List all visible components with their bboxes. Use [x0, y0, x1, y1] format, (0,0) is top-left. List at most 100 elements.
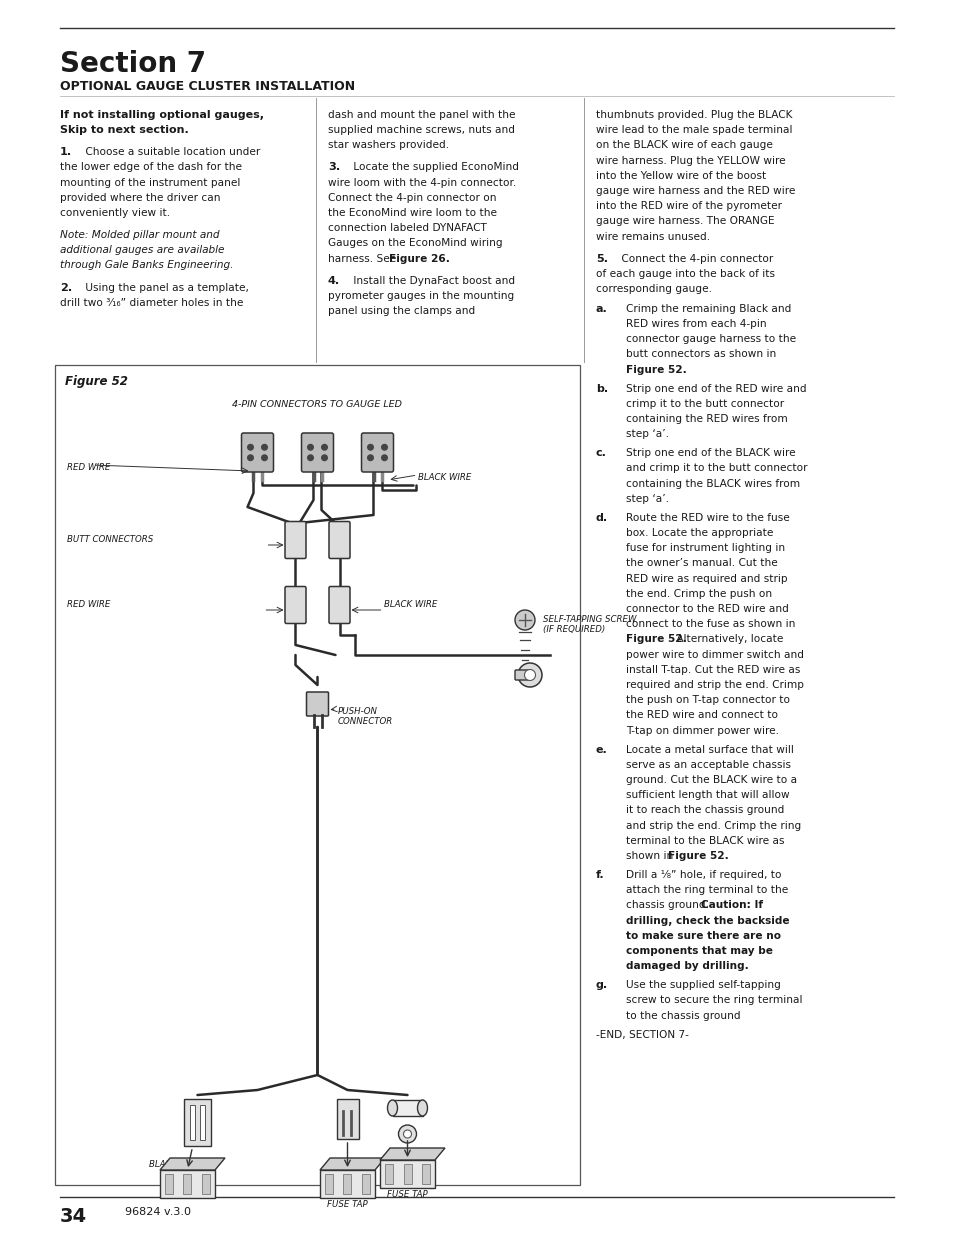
Text: gauge wire harness. The ORANGE: gauge wire harness. The ORANGE [596, 216, 774, 226]
Text: 4.: 4. [328, 275, 340, 285]
Text: the lower edge of the dash for the: the lower edge of the dash for the [60, 163, 242, 173]
Circle shape [321, 454, 327, 461]
Text: additional gauges are available: additional gauges are available [60, 246, 224, 256]
Text: SELF-TAPPING SCREW
(IF REQUIRED): SELF-TAPPING SCREW (IF REQUIRED) [542, 615, 636, 635]
Text: and strip the end. Crimp the ring: and strip the end. Crimp the ring [625, 820, 801, 831]
Text: 5.: 5. [596, 253, 607, 263]
Text: terminal to the BLACK wire as: terminal to the BLACK wire as [625, 836, 783, 846]
Circle shape [367, 445, 373, 450]
Text: butt connectors as shown in: butt connectors as shown in [625, 350, 776, 359]
Bar [343, 1174, 351, 1194]
Bar [325, 1174, 333, 1194]
Text: into the RED wire of the pyrometer: into the RED wire of the pyrometer [596, 201, 781, 211]
Text: b.: b. [596, 384, 607, 394]
Text: Choose a suitable location under: Choose a suitable location under [82, 147, 260, 157]
Text: into the Yellow wire of the boost: into the Yellow wire of the boost [596, 170, 765, 180]
Text: RED wires from each 4-pin: RED wires from each 4-pin [625, 319, 766, 329]
Text: corresponding gauge.: corresponding gauge. [596, 284, 711, 294]
Text: the push on T-tap connector to: the push on T-tap connector to [625, 695, 789, 705]
Text: it to reach the chassis ground: it to reach the chassis ground [625, 805, 783, 815]
Bar [319, 1170, 375, 1198]
FancyBboxPatch shape [306, 692, 328, 716]
Text: Drill a ¹⁄₈” hole, if required, to: Drill a ¹⁄₈” hole, if required, to [625, 869, 781, 881]
FancyBboxPatch shape [241, 433, 274, 472]
Text: to make sure there are no: to make sure there are no [625, 931, 781, 941]
Text: g.: g. [596, 981, 607, 990]
Text: Connect the 4-pin connector: Connect the 4-pin connector [618, 253, 773, 263]
FancyBboxPatch shape [329, 521, 350, 558]
Bar [361, 1174, 370, 1194]
FancyBboxPatch shape [336, 1099, 358, 1139]
FancyBboxPatch shape [361, 433, 393, 472]
Text: drill two ³⁄₁₆” diameter holes in the: drill two ³⁄₁₆” diameter holes in the [60, 298, 243, 308]
Text: install T-tap. Cut the RED wire as: install T-tap. Cut the RED wire as [625, 664, 800, 674]
Text: Section 7: Section 7 [60, 49, 206, 78]
Text: Figure 52.: Figure 52. [668, 851, 728, 861]
Text: step ‘a’.: step ‘a’. [625, 430, 668, 440]
Text: sufficient length that will allow: sufficient length that will allow [625, 790, 789, 800]
Text: Figure 52: Figure 52 [65, 375, 128, 388]
Text: BLACK WIRE: BLACK WIRE [384, 600, 437, 609]
Bar [55, 366, 579, 1186]
FancyBboxPatch shape [285, 587, 306, 624]
Text: MINI-BLADE
FUSE TAP: MINI-BLADE FUSE TAP [322, 1191, 373, 1209]
Circle shape [367, 454, 373, 461]
Circle shape [261, 454, 267, 461]
Circle shape [321, 445, 327, 450]
Text: screw to secure the ring terminal: screw to secure the ring terminal [625, 995, 801, 1005]
Text: ground. Cut the BLACK wire to a: ground. Cut the BLACK wire to a [625, 776, 797, 785]
Text: 34: 34 [60, 1207, 87, 1226]
Bar [392, 1100, 422, 1116]
Text: crimp it to the butt connector: crimp it to the butt connector [625, 399, 783, 409]
Circle shape [248, 445, 253, 450]
Text: 3.: 3. [328, 163, 340, 173]
Bar [379, 1160, 435, 1188]
Bar [200, 1105, 205, 1140]
Text: Install the DynaFact boost and: Install the DynaFact boost and [350, 275, 515, 285]
Text: Strip one end of the RED wire and: Strip one end of the RED wire and [625, 384, 806, 394]
Text: connect to the fuse as shown in: connect to the fuse as shown in [625, 619, 795, 629]
FancyBboxPatch shape [301, 433, 334, 472]
Text: RED WIRE: RED WIRE [67, 600, 111, 609]
Circle shape [403, 1130, 411, 1137]
Circle shape [381, 454, 387, 461]
Text: e.: e. [596, 745, 607, 755]
Ellipse shape [417, 1100, 427, 1116]
Circle shape [524, 669, 535, 680]
Text: a.: a. [596, 304, 607, 314]
Circle shape [261, 445, 267, 450]
Text: containing the BLACK wires from: containing the BLACK wires from [625, 479, 800, 489]
Text: conveniently view it.: conveniently view it. [60, 207, 170, 219]
Circle shape [248, 454, 253, 461]
Circle shape [308, 445, 313, 450]
Text: Skip to next section.: Skip to next section. [60, 125, 189, 135]
Bar [421, 1165, 430, 1184]
Circle shape [308, 454, 313, 461]
Text: star washers provided.: star washers provided. [328, 141, 449, 151]
Text: BLACK WIRE: BLACK WIRE [417, 473, 471, 482]
Text: damaged by drilling.: damaged by drilling. [625, 961, 748, 971]
FancyBboxPatch shape [184, 1099, 211, 1146]
Text: shown in: shown in [625, 851, 676, 861]
Text: OPTIONAL GAUGE CLUSTER INSTALLATION: OPTIONAL GAUGE CLUSTER INSTALLATION [60, 80, 355, 93]
Text: Using the panel as a template,: Using the panel as a template, [82, 283, 249, 293]
Text: provided where the driver can: provided where the driver can [60, 193, 220, 203]
Text: wire loom with the 4-pin connector.: wire loom with the 4-pin connector. [328, 178, 516, 188]
Bar [385, 1165, 393, 1184]
Text: through Gale Banks Engineering.: through Gale Banks Engineering. [60, 261, 233, 270]
Text: Use the supplied self-tapping: Use the supplied self-tapping [625, 981, 781, 990]
Text: 2.: 2. [60, 283, 72, 293]
Text: 1.: 1. [60, 147, 72, 157]
FancyBboxPatch shape [515, 671, 531, 680]
Text: RED wire as required and strip: RED wire as required and strip [625, 573, 787, 584]
Text: supplied machine screws, nuts and: supplied machine screws, nuts and [328, 125, 515, 135]
Text: BUTT CONNECTORS: BUTT CONNECTORS [67, 535, 153, 543]
Text: mounting of the instrument panel: mounting of the instrument panel [60, 178, 240, 188]
Text: Locate the supplied EconoMind: Locate the supplied EconoMind [350, 163, 518, 173]
Text: attach the ring terminal to the: attach the ring terminal to the [625, 885, 787, 895]
Text: wire lead to the male spade terminal: wire lead to the male spade terminal [596, 125, 792, 135]
Text: of each gauge into the back of its: of each gauge into the back of its [596, 269, 774, 279]
Ellipse shape [387, 1100, 397, 1116]
Circle shape [381, 445, 387, 450]
Text: panel using the clamps and: panel using the clamps and [328, 306, 475, 316]
